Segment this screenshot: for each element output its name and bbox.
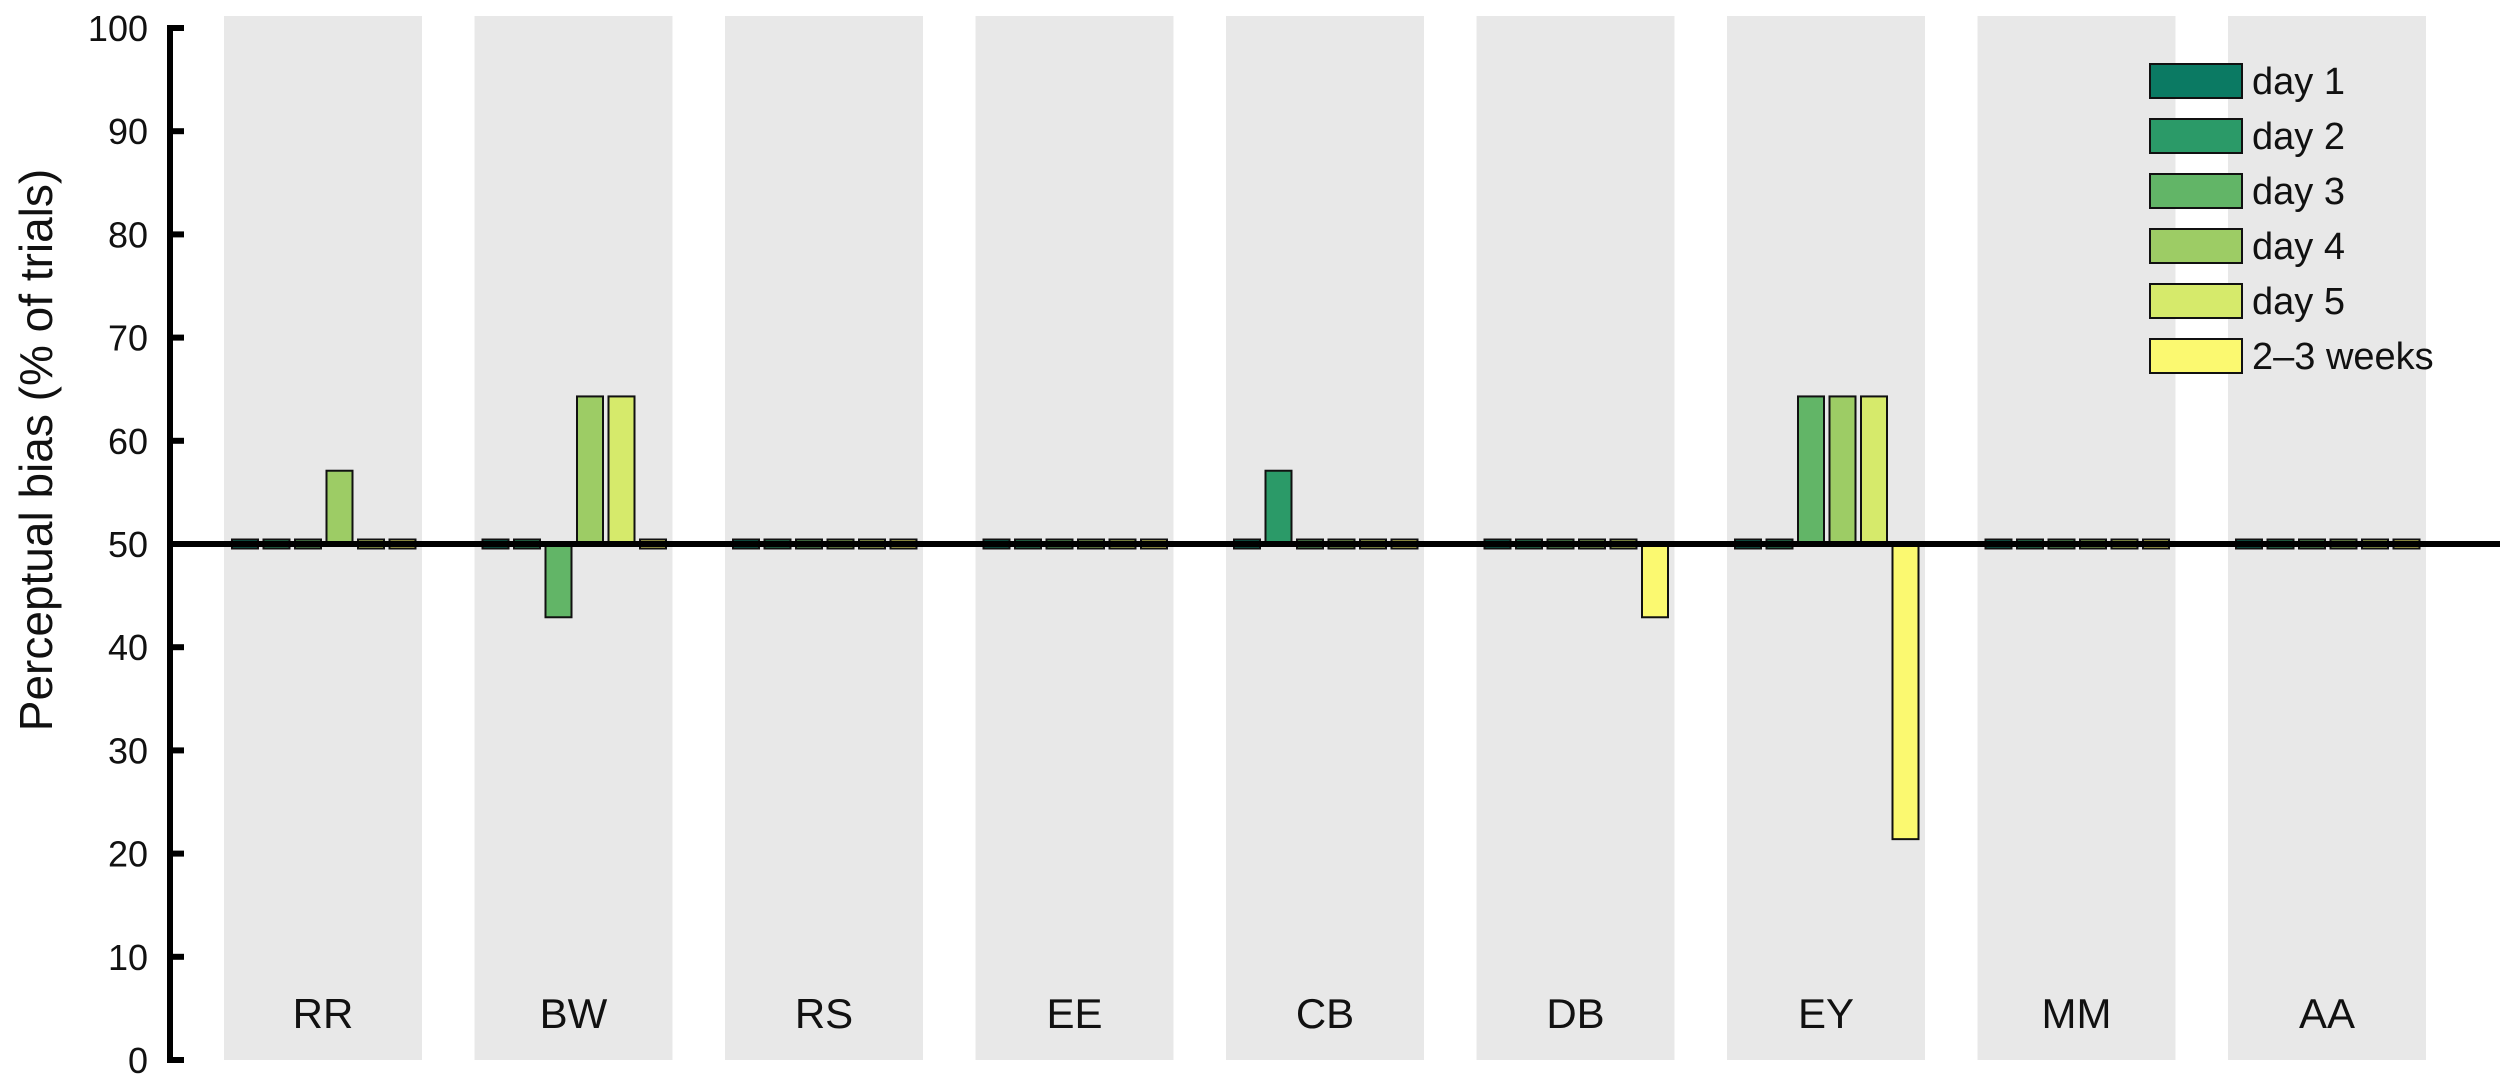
legend-label: 2–3 weeks	[2252, 336, 2434, 378]
legend-swatch	[2149, 63, 2243, 99]
bar	[325, 469, 354, 545]
legend-swatch	[2149, 228, 2243, 264]
category-panel	[1476, 16, 1675, 1060]
category-label: EY	[1798, 990, 1854, 1037]
category-label: AA	[2299, 990, 2355, 1037]
category-label: RR	[293, 990, 354, 1037]
legend-label: day 5	[2252, 281, 2345, 323]
legend-label: day 4	[2252, 226, 2345, 268]
bar	[1828, 395, 1857, 546]
y-tick-label: 90	[108, 111, 148, 152]
category-label: MM	[2042, 990, 2112, 1037]
y-tick-label: 0	[128, 1040, 148, 1081]
legend-swatch	[2149, 338, 2243, 374]
category-panel	[1977, 16, 2176, 1060]
category-panel	[725, 16, 923, 1060]
y-tick-label: 10	[108, 937, 148, 978]
category-panel	[224, 16, 422, 1060]
axes: 0 10 20 30 40 50 60 70 80 90 100	[88, 8, 2500, 1081]
y-tick-label: 80	[108, 214, 148, 255]
legend-swatch	[2149, 173, 2243, 209]
legend-label: day 2	[2252, 116, 2345, 158]
bar	[1891, 543, 1920, 841]
category-panels	[224, 16, 2426, 1060]
bar	[576, 395, 604, 546]
bar	[1641, 543, 1669, 619]
category-panel	[1727, 16, 1925, 1060]
legend-swatch	[2149, 283, 2243, 319]
y-tick-label: 70	[108, 318, 148, 359]
legend-label: day 1	[2252, 61, 2345, 103]
bar	[1264, 469, 1293, 545]
category-panel	[975, 16, 1174, 1060]
y-tick-label: 40	[108, 627, 148, 668]
category-label: CB	[1296, 990, 1354, 1037]
category-label: DB	[1546, 990, 1604, 1037]
category-label: EE	[1046, 990, 1102, 1037]
bar	[607, 395, 636, 546]
y-tick-label: 50	[108, 524, 148, 565]
category-labels: RR BW RS EE CB DB EY MM AA	[293, 990, 2355, 1037]
bar	[544, 543, 573, 619]
y-tick-label: 30	[108, 730, 148, 771]
y-tick-label: 100	[88, 8, 148, 49]
category-panel	[1226, 16, 1424, 1060]
legend-swatch	[2149, 118, 2243, 154]
category-label: RS	[795, 990, 853, 1037]
legend-label: day 3	[2252, 171, 2345, 213]
category-panel	[2228, 16, 2426, 1060]
category-label: BW	[540, 990, 608, 1037]
y-tick-label: 20	[108, 834, 148, 875]
category-panel	[474, 16, 673, 1060]
legend: day 1 day 2 day 3 day 4 day 5 2–3 weeks	[2149, 61, 2434, 378]
y-tick-label: 60	[108, 421, 148, 462]
y-axis-title: Perceptual bias (% of trials)	[10, 169, 62, 731]
bar	[1797, 395, 1825, 546]
bar	[1860, 395, 1888, 546]
